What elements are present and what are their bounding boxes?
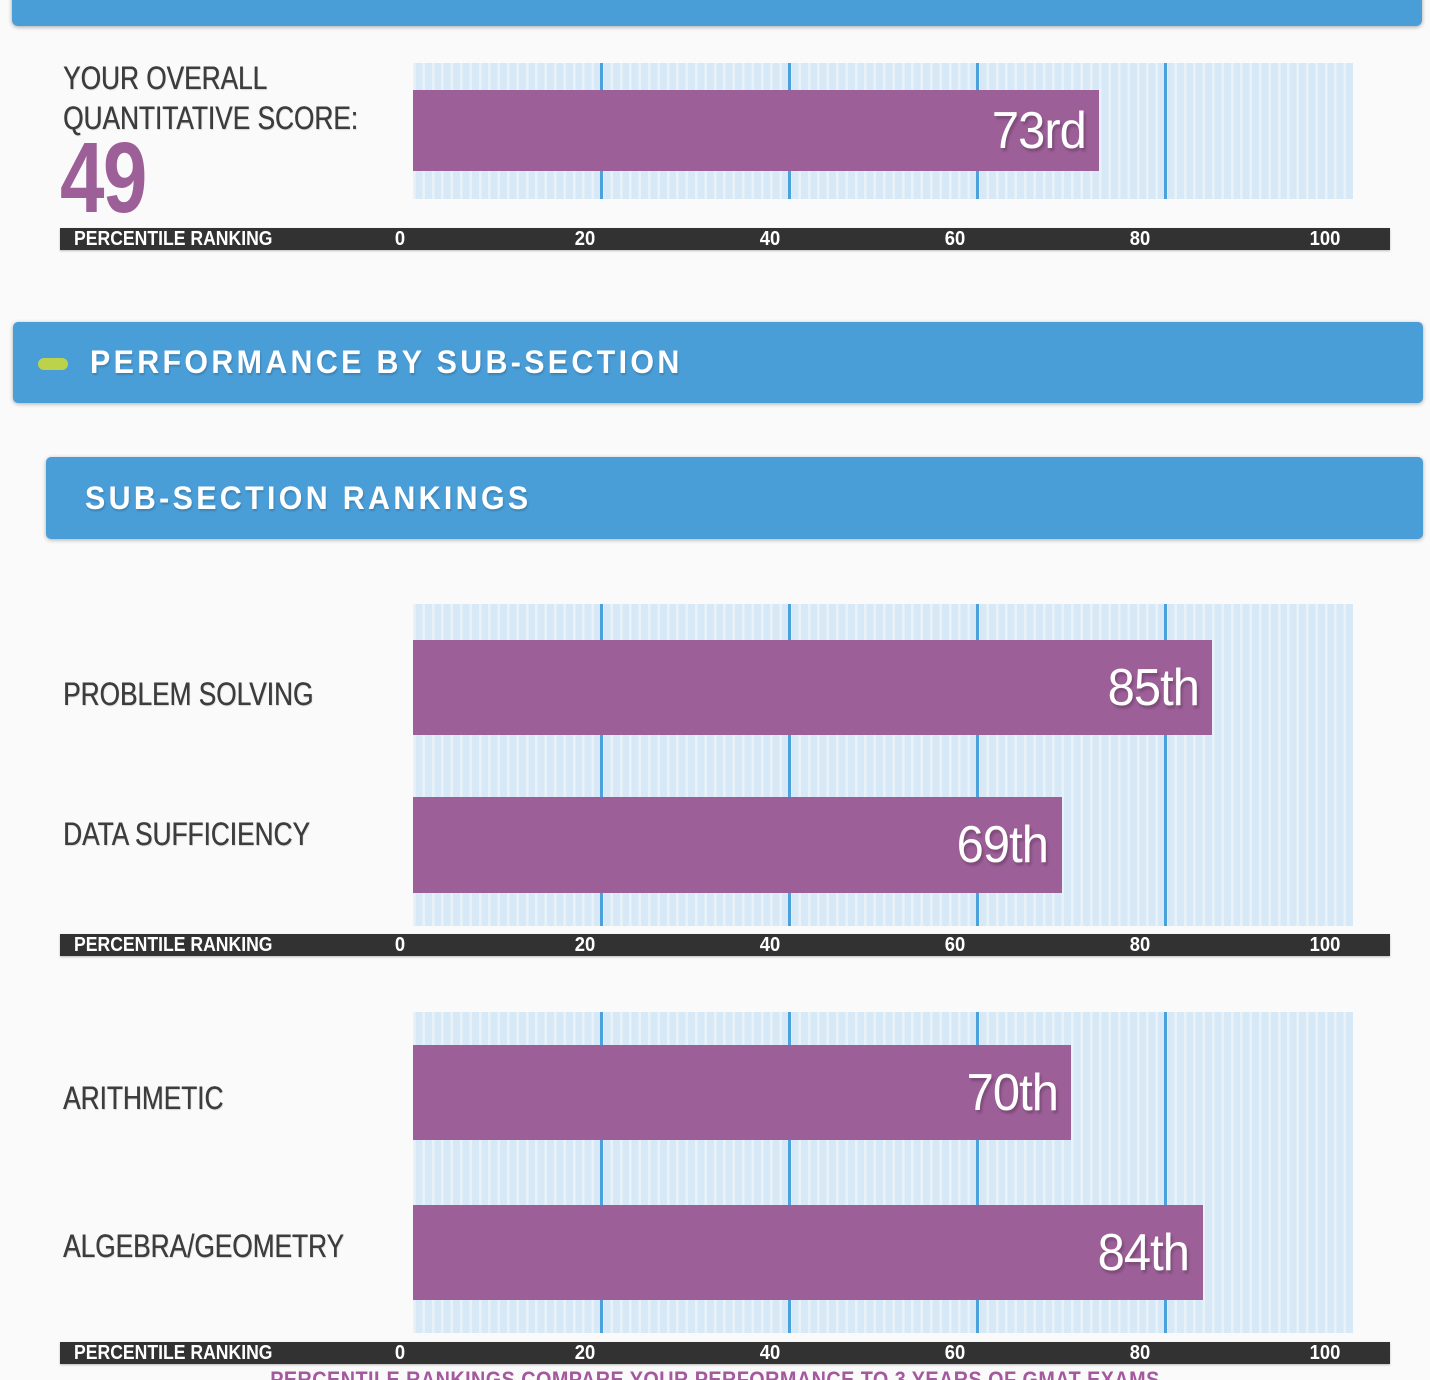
top-section-header-bar <box>12 0 1422 26</box>
axis-tick-60: 60 <box>944 934 966 956</box>
percentile-axis-overall: PERCENTILE RANKING 0 20 40 60 80 100 <box>60 228 1390 250</box>
overall-percentile-chart: 73rd <box>413 63 1353 199</box>
arithmetic-bar-row: 70th <box>413 1045 1353 1140</box>
overall-score-title: YOUR OVERALL QUANTITATIVE SCORE: <box>63 58 358 138</box>
row-label-data-sufficiency: DATA SUFFICIENCY <box>63 816 310 852</box>
performance-header-label: PERFORMANCE BY SUB-SECTION <box>90 344 683 380</box>
axis-tick-20: 20 <box>574 228 596 250</box>
problem-solving-value-label: 85th <box>1107 658 1199 717</box>
row-label-arithmetic: ARITHMETIC <box>63 1080 224 1116</box>
axis-tick-100: 100 <box>1309 228 1341 250</box>
percentile-axis-subsection-2: PERCENTILE RANKING 0 20 40 60 80 100 <box>60 1342 1390 1364</box>
rankings-header-label: SUB-SECTION RANKINGS <box>85 479 532 516</box>
gridline-20 <box>599 1012 603 1333</box>
gridline-80 <box>1163 63 1167 199</box>
overall-title-line1: YOUR OVERALL <box>63 60 268 96</box>
axis-tick-20: 20 <box>574 934 596 956</box>
algebra-geometry-bar: 84th <box>413 1205 1203 1300</box>
axis-tick-100: 100 <box>1309 934 1341 956</box>
gridline-80 <box>1163 1012 1167 1333</box>
row-label-problem-solving: PROBLEM SOLVING <box>63 676 314 712</box>
axis-tick-0: 0 <box>394 934 406 956</box>
axis-title: PERCENTILE RANKING <box>74 1342 273 1364</box>
algebra-geometry-value-label: 84th <box>1098 1223 1190 1282</box>
axis-title: PERCENTILE RANKING <box>74 934 273 956</box>
gridline-60 <box>975 1012 979 1333</box>
percentile-axis-subsection-1: PERCENTILE RANKING 0 20 40 60 80 100 <box>60 934 1390 956</box>
data-sufficiency-bar: 69th <box>413 797 1062 893</box>
subsection-chart-1: 85th 69th <box>413 604 1353 926</box>
axis-tick-80: 80 <box>1129 1342 1151 1364</box>
overall-title-line2: QUANTITATIVE SCORE: <box>63 100 358 136</box>
axis-tick-40: 40 <box>759 1342 781 1364</box>
percentile-footnote: PERCENTILE RANKINGS COMPARE YOUR PERFORM… <box>270 1367 1160 1380</box>
axis-tick-0: 0 <box>394 1342 406 1364</box>
subsection-rankings-header: SUB-SECTION RANKINGS <box>46 457 1423 539</box>
axis-tick-0: 0 <box>394 228 406 250</box>
problem-solving-bar-row: 85th <box>413 640 1353 735</box>
overall-score-value: 49 <box>60 122 147 234</box>
gridline-40 <box>787 604 791 926</box>
axis-title: PERCENTILE RANKING <box>74 228 273 250</box>
gridline-20 <box>599 604 603 926</box>
row-label-algebra-geometry: ALGEBRA/GEOMETRY <box>63 1228 344 1264</box>
axis-tick-40: 40 <box>759 934 781 956</box>
overall-bar-value-label: 73rd <box>991 101 1087 160</box>
gridline-80 <box>1163 604 1167 926</box>
problem-solving-bar: 85th <box>413 640 1212 735</box>
algebra-geometry-bar-row: 84th <box>413 1205 1353 1300</box>
subsection-chart-2: 70th 84th <box>413 1012 1353 1333</box>
gridline-60 <box>975 604 979 926</box>
axis-tick-20: 20 <box>574 1342 596 1364</box>
overall-percentile-bar: 73rd <box>413 90 1100 171</box>
data-sufficiency-bar-row: 69th <box>413 797 1353 893</box>
arithmetic-bar: 70th <box>413 1045 1071 1140</box>
axis-tick-60: 60 <box>944 1342 966 1364</box>
data-sufficiency-value-label: 69th <box>957 816 1049 874</box>
arithmetic-value-label: 70th <box>966 1063 1058 1122</box>
collapse-dash-icon[interactable] <box>38 358 68 370</box>
gridline-40 <box>787 1012 791 1333</box>
performance-section-header: PERFORMANCE BY SUB-SECTION <box>13 322 1423 403</box>
overall-bar-row: 73rd <box>413 90 1353 171</box>
axis-tick-80: 80 <box>1129 934 1151 956</box>
axis-tick-40: 40 <box>759 228 781 250</box>
axis-tick-80: 80 <box>1129 228 1151 250</box>
axis-tick-100: 100 <box>1309 1342 1341 1364</box>
axis-tick-60: 60 <box>944 228 966 250</box>
